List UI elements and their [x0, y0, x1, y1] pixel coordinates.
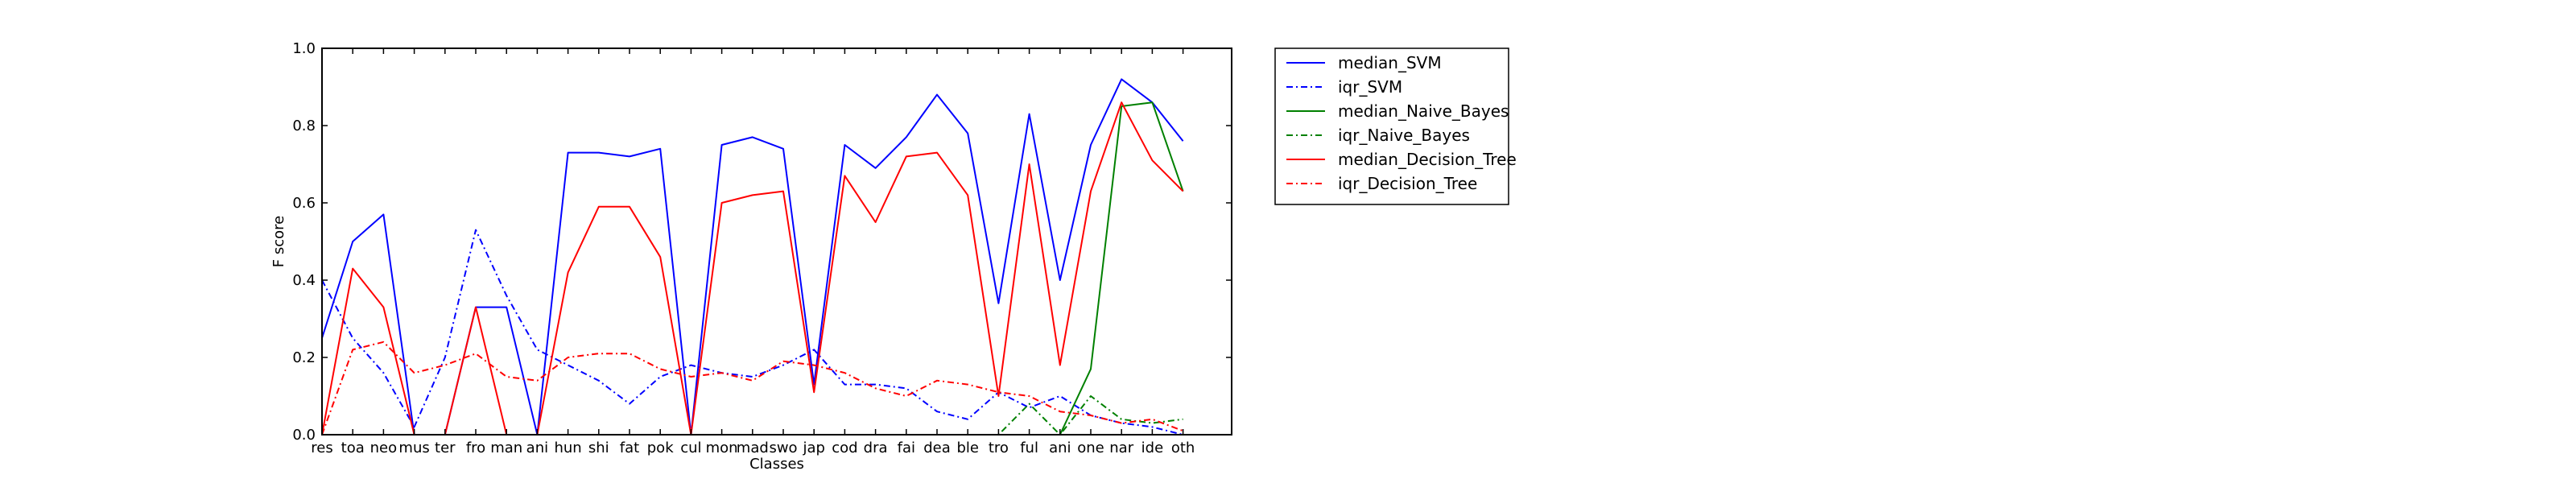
series-line-median-naive-bayes: [322, 101, 1184, 436]
series-line-median-decision-tree: [321, 101, 1184, 436]
x-tick-label: oth: [1171, 440, 1195, 456]
x-tick-label: tro: [989, 440, 1009, 456]
x-tick-label: ble: [956, 440, 979, 456]
series-line-iqr-naive-bayes: [322, 395, 1183, 436]
legend-label: iqr_Naive_Bayes: [1338, 126, 1470, 145]
x-tick-label: ani: [1049, 440, 1071, 456]
x-axis-title: Classes: [749, 456, 804, 473]
x-tick-label: mon: [706, 440, 738, 456]
x-tick-label: dea: [923, 440, 951, 456]
x-tick-label: res: [311, 440, 332, 456]
x-tick-label: ful: [1020, 440, 1038, 456]
x-tick-label: ter: [435, 440, 456, 456]
series-line-iqr-decision-tree: [321, 341, 1183, 436]
legend-label: iqr_Decision_Tree: [1338, 174, 1477, 193]
legend-box: [1274, 47, 1509, 205]
y-tick-label: 0.6: [292, 195, 316, 212]
legend-label: median_Naive_Bayes: [1338, 101, 1509, 121]
y-tick-label: 0.8: [292, 118, 316, 134]
series-line-iqr-svm: [321, 229, 1183, 436]
x-tick-label: neo: [370, 440, 398, 456]
y-axis-title: F score: [270, 216, 287, 267]
plot-frame: [321, 47, 1232, 436]
x-tick-label: shi: [588, 440, 609, 456]
x-axis: res toa neo mus ter fro man ani hun shi fat pok cul m…: [311, 48, 1195, 456]
legend-label: median_Decision_Tree: [1338, 150, 1517, 169]
y-tick-label: 0.4: [292, 272, 316, 289]
y-tick-label: 0.2: [292, 349, 316, 366]
y-axis: 0.0 0.2 0.4 0.6 0.8 1.0: [292, 40, 1232, 444]
x-tick-label: cod: [832, 440, 857, 456]
x-tick-label: fro: [466, 440, 485, 456]
x-tick-label: mus: [398, 440, 429, 456]
y-tick-label: 1.0: [292, 40, 316, 57]
x-tick-label: jap: [802, 440, 824, 456]
x-tick-label: hun: [554, 440, 581, 456]
x-tick-label: cul: [680, 440, 701, 456]
x-tick-label: dra: [864, 440, 888, 456]
legend-label: median_SVM: [1338, 53, 1442, 72]
plot-lines: [321, 78, 1184, 436]
x-tick-label: man: [490, 440, 522, 456]
x-tick-label: nar: [1109, 440, 1133, 456]
x-tick-label: swo: [769, 440, 797, 456]
x-tick-label: ide: [1141, 440, 1164, 456]
series-line-median-svm: [321, 78, 1184, 436]
x-tick-label: ani: [526, 440, 548, 456]
x-tick-label: fai: [898, 440, 915, 456]
x-tick-label: toa: [341, 440, 365, 456]
x-tick-label: pok: [647, 440, 674, 456]
x-tick-label: fat: [620, 440, 639, 456]
legend-label: iqr_SVM: [1338, 77, 1402, 97]
x-tick-label: mad: [737, 440, 769, 456]
x-tick-label: one: [1077, 440, 1104, 456]
legend: median_SVM iqr_SVM median_Naive_Bayes iqr_N…: [1274, 47, 1517, 205]
y-tick-label: 0.0: [292, 427, 316, 444]
